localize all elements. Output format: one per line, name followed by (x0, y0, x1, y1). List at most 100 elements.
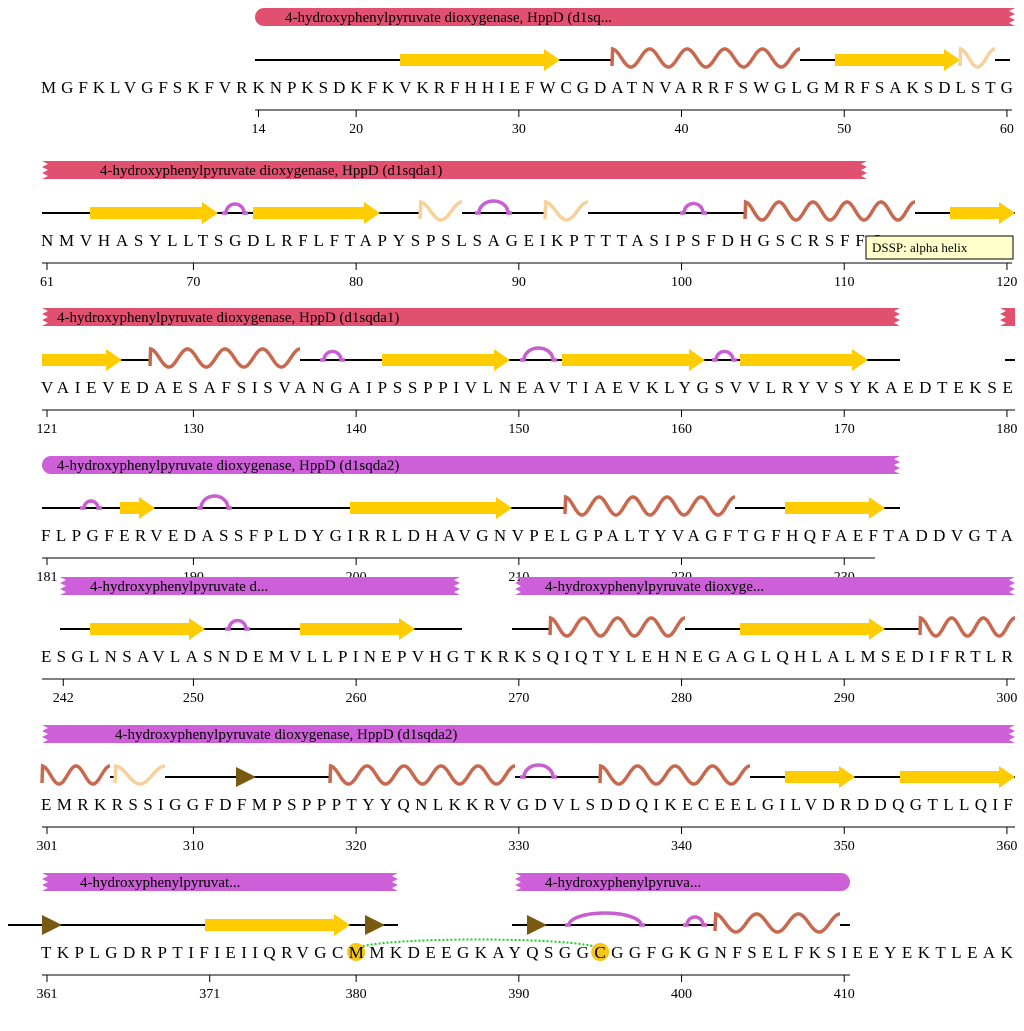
strand (300, 618, 415, 640)
domain-bar (42, 873, 398, 891)
domain-label: 4-hydroxyphenylpyruvate dioxygenase, Hpp… (115, 727, 457, 743)
tick-label: 180 (996, 422, 1017, 437)
turn (80, 499, 102, 510)
turn (680, 201, 707, 215)
domain-label: 4-hydroxyphenylpyruvate dioxyge... (545, 579, 764, 595)
tick-label: 110 (834, 275, 854, 290)
strand (785, 766, 855, 788)
helix (743, 199, 916, 222)
sequence: EMRKRSSIGGFDFMPSPPPTYYQNLKKRVGDVLSDDQIKE… (41, 795, 1013, 814)
strand (562, 349, 705, 371)
turn (475, 199, 512, 215)
turn (320, 349, 345, 362)
tick-label: 360 (996, 839, 1017, 854)
helix (610, 46, 800, 69)
sequence: NMVHASYLLTSGDLRFLFTAPYSPSLSAGEIKPTTTASIP… (41, 231, 883, 250)
helix (328, 763, 515, 786)
tick-label: 270 (508, 691, 529, 706)
domain-label: 4-hydroxyphenylpyruvate dioxygenase, Hpp… (57, 310, 399, 326)
tick-label: 260 (346, 691, 367, 706)
tick-label: 170 (834, 422, 855, 437)
helix (958, 46, 995, 69)
tick-label: 50 (837, 122, 851, 137)
strand (253, 202, 380, 224)
tick-label: 40 (675, 122, 689, 137)
tick-label: 280 (671, 691, 692, 706)
strand (90, 618, 205, 640)
sequence: ESGLNSAVLASNDEMVLLPINEPVHGTKRKSQIQTYLEHN… (41, 647, 1014, 666)
turn (520, 346, 557, 362)
tick-label: 61 (40, 275, 54, 290)
tick-label: 361 (37, 987, 58, 1002)
tooltip-text: DSSP: alpha helix (872, 240, 968, 255)
strand (740, 618, 885, 640)
domain-bar (515, 873, 850, 891)
strand (900, 766, 1015, 788)
cysteine-marker (347, 943, 366, 961)
tick-label: 20 (349, 122, 363, 137)
domain-label: 4-hydroxyphenylpyruvate dioxygenase, Hpp… (100, 163, 442, 179)
bend (365, 915, 385, 935)
sequence: VAIEVEDAESAFSISVANGAIPSSPPIVLNEAVTIAEVKL… (41, 378, 1013, 397)
cysteine-marker (591, 943, 610, 961)
helix (713, 911, 840, 934)
bend (527, 915, 547, 935)
strand (835, 49, 960, 71)
tick-label: 410 (834, 987, 855, 1002)
helix (548, 615, 686, 638)
tick-label: 90 (512, 275, 526, 290)
strand (740, 349, 868, 371)
domain-bar (1000, 308, 1015, 326)
tick-label: 310 (183, 839, 204, 854)
turn (683, 915, 707, 927)
tick-label: 290 (834, 691, 855, 706)
sequence: TKPLGDRPTIFIEIIQRVGCMMKDEEGKAYQSGGCGGFGK… (41, 943, 1014, 962)
domain-bar (60, 577, 460, 595)
domain-label: 4-hydroxyphenylpyruvat... (80, 875, 240, 891)
domain-bar (42, 456, 900, 474)
tick-label: 181 (37, 570, 58, 585)
strand (120, 497, 155, 519)
turn (225, 618, 250, 631)
strand (785, 497, 885, 519)
helix (563, 494, 736, 517)
tick-label: 150 (508, 422, 529, 437)
sequence: FLPGFERVEDASSFPLDYGIRRLDHAVGNVPELGPALTYV… (41, 526, 1014, 545)
domain-label: 4-hydroxyphenylpyruvate dioxygenase, Hpp… (285, 10, 612, 26)
strand (382, 349, 510, 371)
strand (42, 349, 122, 371)
domain-label: 4-hydroxyphenylpyruva... (545, 875, 701, 891)
helix (148, 346, 300, 369)
tick-label: 242 (53, 691, 74, 706)
helix (113, 763, 165, 786)
domain-bar (42, 161, 867, 179)
tick-label: 250 (183, 691, 204, 706)
helix (598, 763, 750, 786)
tick-label: 350 (834, 839, 855, 854)
helix (918, 615, 1016, 638)
tick-label: 340 (671, 839, 692, 854)
tooltip-box (865, 235, 1014, 260)
domain-bar (515, 577, 1015, 595)
domain-bar (42, 308, 900, 326)
domain-label: 4-hydroxyphenylpyruvate dioxygenase, Hpp… (57, 458, 399, 474)
strand (950, 202, 1015, 224)
tick-label: 100 (671, 275, 692, 290)
helix (418, 199, 462, 222)
turn (712, 349, 737, 362)
tick-label: 371 (199, 987, 220, 1002)
tick-label: 400 (671, 987, 692, 1002)
tick-label: 130 (183, 422, 204, 437)
tick-label: 120 (996, 275, 1017, 290)
tick-label: 330 (508, 839, 529, 854)
tick-label: 140 (346, 422, 367, 437)
tick-label: 320 (346, 839, 367, 854)
disulfide (355, 938, 602, 951)
turn (565, 911, 645, 927)
tick-label: 70 (186, 275, 200, 290)
domain-bar (42, 725, 1015, 743)
tick-label: 390 (508, 987, 529, 1002)
tick-label: 301 (37, 839, 58, 854)
sequence: MGFKLVGFSKFVRKNPKSDKFKVKRFHHIEFWCGDATNVA… (41, 78, 1013, 97)
